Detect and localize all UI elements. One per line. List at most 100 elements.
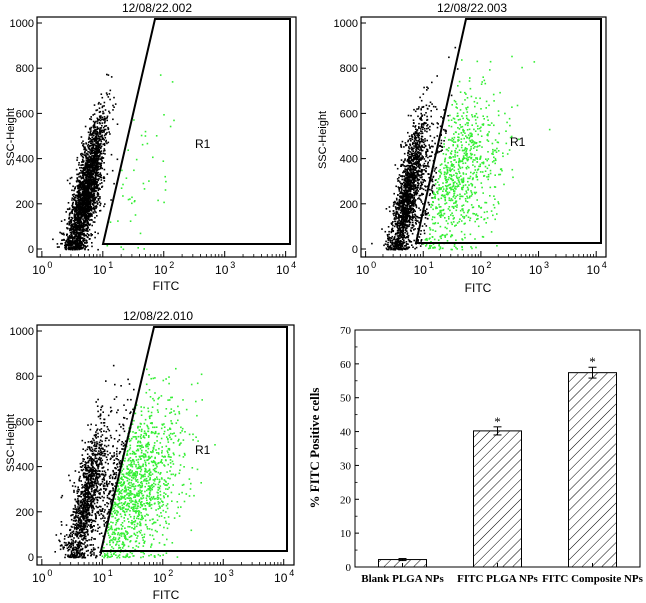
ungated-event-point (72, 208, 75, 211)
ungated-event-point (432, 123, 435, 126)
ungated-event-point (88, 174, 91, 177)
ungated-event-point (402, 223, 404, 226)
ungated-event-point (412, 182, 414, 185)
ungated-event-point (404, 222, 406, 224)
ungated-event-point (414, 131, 417, 133)
ungated-event-point (83, 187, 85, 190)
ungated-event-point (81, 209, 83, 211)
ungated-event-point (82, 156, 85, 159)
ungated-event-point (101, 106, 104, 109)
ungated-event-point (410, 202, 412, 204)
ungated-event-point (70, 216, 73, 219)
ungated-event-point (92, 198, 94, 201)
ungated-event-point (69, 242, 71, 244)
ungated-event-point (81, 205, 83, 207)
ungated-event-point (97, 158, 100, 161)
ungated-event-point (94, 189, 96, 192)
gated-event-point (470, 204, 473, 206)
gated-event-point (463, 233, 466, 236)
ungated-event-point (429, 159, 431, 162)
ungated-event-point (77, 218, 79, 220)
ungated-event-point (415, 162, 418, 165)
gated-event-point (474, 165, 476, 168)
ungated-event-point (79, 175, 82, 177)
gated-event-point (444, 160, 446, 163)
ungated-event-point (406, 189, 409, 191)
ungated-event-point (414, 199, 416, 202)
gated-event-point (163, 114, 165, 116)
ungated-event-point (94, 177, 97, 180)
ungated-event-point (81, 207, 83, 210)
ungated-event-point (76, 197, 79, 199)
gated-event-point (455, 200, 458, 202)
ungated-event-point (76, 230, 78, 233)
ungated-event-point (112, 109, 114, 111)
ungated-event-point (96, 169, 99, 171)
ungated-event-point (92, 188, 95, 191)
ungated-event-point (410, 205, 412, 208)
gated-event-point (473, 154, 476, 156)
ungated-event-point (414, 125, 417, 127)
ungated-event-point (408, 156, 410, 159)
ungated-event-point (404, 187, 407, 190)
ungated-event-point (93, 137, 95, 140)
gated-event-point (456, 145, 459, 148)
gated-event-point (434, 230, 437, 232)
gated-event-point (131, 196, 133, 199)
ungated-event-point (93, 122, 96, 125)
ungated-event-point (394, 249, 396, 251)
ungated-event-point (418, 182, 420, 185)
ungated-event-point (85, 158, 88, 160)
ungated-event-point (110, 199, 112, 201)
ungated-event-point (402, 189, 405, 192)
ungated-event-point (85, 171, 87, 174)
ungated-event-point (401, 178, 403, 181)
ungated-event-point (87, 158, 89, 161)
ungated-event-point (427, 163, 429, 165)
gated-event-point (489, 172, 492, 175)
ungated-event-point (67, 237, 70, 239)
gated-event-point (474, 115, 476, 117)
ungated-event-point (96, 122, 99, 124)
gated-event-point (449, 183, 452, 186)
ungated-event-point (81, 158, 84, 161)
ungated-event-point (98, 173, 100, 176)
ungated-event-point (72, 247, 74, 249)
ungated-event-point (415, 215, 417, 218)
ungated-event-point (438, 151, 441, 153)
gated-event-point (455, 122, 457, 124)
ungated-event-point (400, 220, 403, 222)
gated-event-point (457, 136, 459, 138)
ungated-event-point (80, 246, 82, 248)
ungated-event-point (82, 234, 85, 236)
ungated-event-point (106, 73, 108, 76)
ungated-event-point (417, 151, 420, 153)
ungated-event-point (83, 208, 85, 210)
ungated-event-point (104, 125, 106, 127)
ungated-event-point (93, 143, 96, 146)
ungated-event-point (89, 195, 92, 198)
ungated-event-point (433, 136, 436, 139)
ungated-event-point (420, 182, 423, 184)
ungated-event-point (96, 137, 99, 140)
gated-event-point (446, 233, 448, 236)
ungated-event-point (87, 234, 90, 236)
ungated-event-point (67, 236, 69, 238)
ungated-event-point (386, 234, 389, 236)
gated-event-point (461, 59, 463, 61)
ungated-event-point (96, 191, 99, 194)
gated-event-point (451, 140, 454, 142)
ungated-event-point (107, 127, 110, 130)
gated-event-point (494, 218, 496, 221)
ungated-event-point (69, 240, 72, 243)
ungated-event-point (84, 247, 86, 250)
ungated-event-point (84, 212, 87, 215)
ungated-event-point (95, 137, 98, 139)
ungated-event-point (419, 117, 422, 120)
ungated-event-point (75, 206, 78, 209)
ungated-event-point (94, 148, 96, 151)
gated-event-point (487, 124, 490, 126)
ungated-event-point (87, 249, 90, 251)
ungated-event-point (409, 196, 412, 198)
ungated-event-point (100, 129, 103, 132)
